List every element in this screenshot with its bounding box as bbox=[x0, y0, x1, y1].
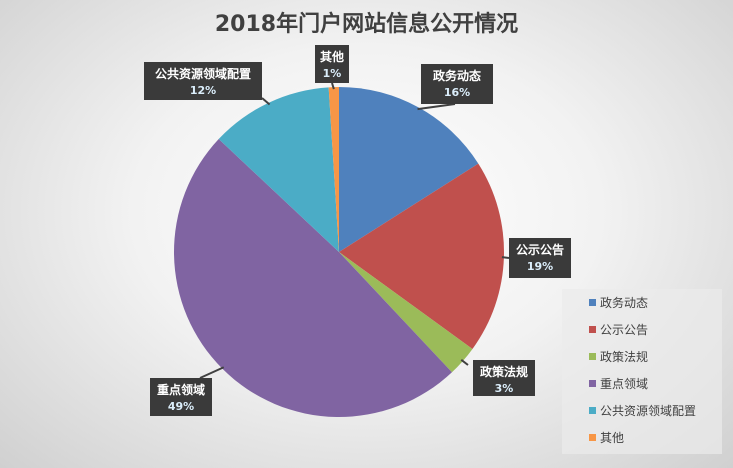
legend-swatch bbox=[589, 434, 596, 441]
data-label-box bbox=[473, 360, 535, 396]
data-label-value: 19% bbox=[527, 260, 553, 273]
data-label-value: 3% bbox=[495, 382, 514, 395]
legend-label: 公示公告 bbox=[600, 323, 649, 337]
legend-swatch bbox=[589, 380, 596, 387]
data-label: 其他 1% bbox=[315, 45, 349, 83]
leader-line bbox=[417, 103, 456, 111]
data-label-category: 公共资源领域配置 bbox=[155, 66, 251, 81]
data-label-box bbox=[315, 45, 349, 83]
data-label-category: 政策法规 bbox=[480, 364, 528, 379]
pie-slice bbox=[173, 139, 452, 418]
leader-line bbox=[199, 366, 225, 379]
data-label-box bbox=[144, 62, 262, 100]
legend-label: 政务动态 bbox=[600, 296, 649, 310]
legend-item: 重点领域 bbox=[589, 375, 648, 392]
legend-item: 政策法规 bbox=[589, 348, 648, 365]
leader-line bbox=[331, 82, 335, 90]
legend-item: 公示公告 bbox=[589, 321, 648, 338]
legend-swatch bbox=[589, 407, 596, 414]
data-label-category: 公示公告 bbox=[516, 242, 564, 257]
pie-slice bbox=[339, 87, 479, 252]
data-label-box bbox=[150, 378, 212, 416]
data-label-category: 政务动态 bbox=[433, 68, 481, 83]
leader-line bbox=[501, 256, 510, 259]
data-label-category: 重点领域 bbox=[157, 382, 205, 397]
data-label-box bbox=[421, 64, 493, 104]
legend-swatch bbox=[589, 353, 596, 360]
data-label-value: 49% bbox=[168, 400, 194, 413]
legend-item: 公共资源领域配置 bbox=[589, 402, 696, 419]
pie-slice bbox=[218, 87, 339, 252]
legend-swatch bbox=[589, 326, 596, 333]
legend-swatch bbox=[589, 299, 596, 306]
leader-line bbox=[261, 97, 271, 106]
pie-slice bbox=[339, 252, 473, 373]
data-label: 政务动态 16% bbox=[421, 64, 493, 104]
legend-label: 重点领域 bbox=[600, 377, 649, 391]
data-label-value: 16% bbox=[444, 86, 470, 99]
data-label-box bbox=[509, 238, 571, 278]
legend-item: 其他 bbox=[589, 429, 624, 446]
legend-label: 其他 bbox=[600, 431, 625, 445]
pie-slice bbox=[339, 163, 504, 349]
data-label: 政策法规 3% bbox=[473, 360, 535, 396]
data-label-value: 1% bbox=[323, 67, 342, 80]
legend-label: 政策法规 bbox=[600, 350, 649, 364]
legend-label: 公共资源领域配置 bbox=[600, 404, 697, 418]
data-label-category: 其他 bbox=[320, 49, 344, 64]
chart-title: 2018年门户网站信息公开情况 bbox=[214, 12, 519, 37]
data-label: 公共资源领域配置 12% bbox=[144, 62, 262, 100]
legend: 政务动态公示公告政策法规重点领域公共资源领域配置 其他 bbox=[562, 289, 722, 454]
legend-item: 政务动态 bbox=[589, 294, 648, 311]
pie-slice bbox=[328, 87, 339, 252]
data-label: 重点领域 49% bbox=[150, 378, 212, 416]
leader-line bbox=[460, 359, 469, 366]
data-label: 公示公告 19% bbox=[509, 238, 571, 278]
data-label-value: 12% bbox=[190, 84, 216, 97]
